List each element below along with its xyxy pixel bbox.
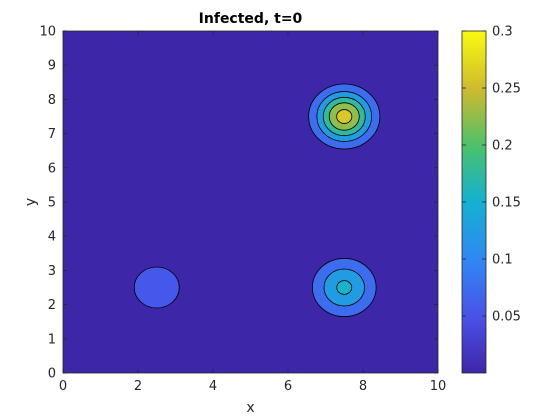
colorbar-tick-label: 0.25 [492, 82, 521, 97]
y-tick-label: 2 [48, 298, 56, 313]
colorbar-tick-label: 0.15 [492, 196, 521, 211]
contour-band-1-2 [336, 280, 353, 295]
x-tick-label: 8 [359, 379, 367, 394]
plot-area [63, 31, 438, 373]
y-tick-label: 8 [48, 93, 56, 108]
y-tick-label: 1 [48, 332, 56, 347]
y-axis: 0 1 2 3 4 5 6 7 8 9 10 [39, 25, 438, 382]
colorbar-tick-label: 0.05 [492, 310, 521, 325]
contour-band-2-0 [133, 266, 180, 309]
colorbar-tick-label: 0.2 [492, 139, 513, 154]
y-tick-label: 7 [48, 127, 56, 142]
y-tick-label: 9 [48, 59, 56, 74]
x-axis: 0 2 4 6 8 10 [59, 31, 446, 394]
y-tick-label: 0 [48, 367, 56, 382]
y-tick-label: 3 [48, 264, 56, 279]
x-tick-label: 4 [209, 379, 217, 394]
y-tick-label: 4 [48, 230, 56, 245]
y-tick-label: 10 [39, 25, 56, 40]
colorbar-ticks: 0.05 0.1 0.15 0.2 0.25 0.3 [462, 25, 521, 325]
x-axis-label: x [246, 400, 254, 416]
y-tick-label: 5 [48, 196, 56, 211]
x-tick-label: 0 [59, 379, 67, 394]
x-tick-label: 6 [284, 379, 292, 394]
colorbar-tick-label: 0.1 [492, 253, 513, 268]
colorbar-tick-label: 0.3 [492, 25, 513, 40]
contour-band-0-4 [336, 109, 353, 124]
y-tick-label: 6 [48, 161, 56, 176]
chart-title: Infected, t=0 [199, 11, 303, 27]
x-tick-label: 10 [430, 379, 447, 394]
x-tick-label: 2 [134, 379, 142, 394]
y-axis-label: y [23, 198, 39, 206]
contour-layer [133, 83, 381, 317]
